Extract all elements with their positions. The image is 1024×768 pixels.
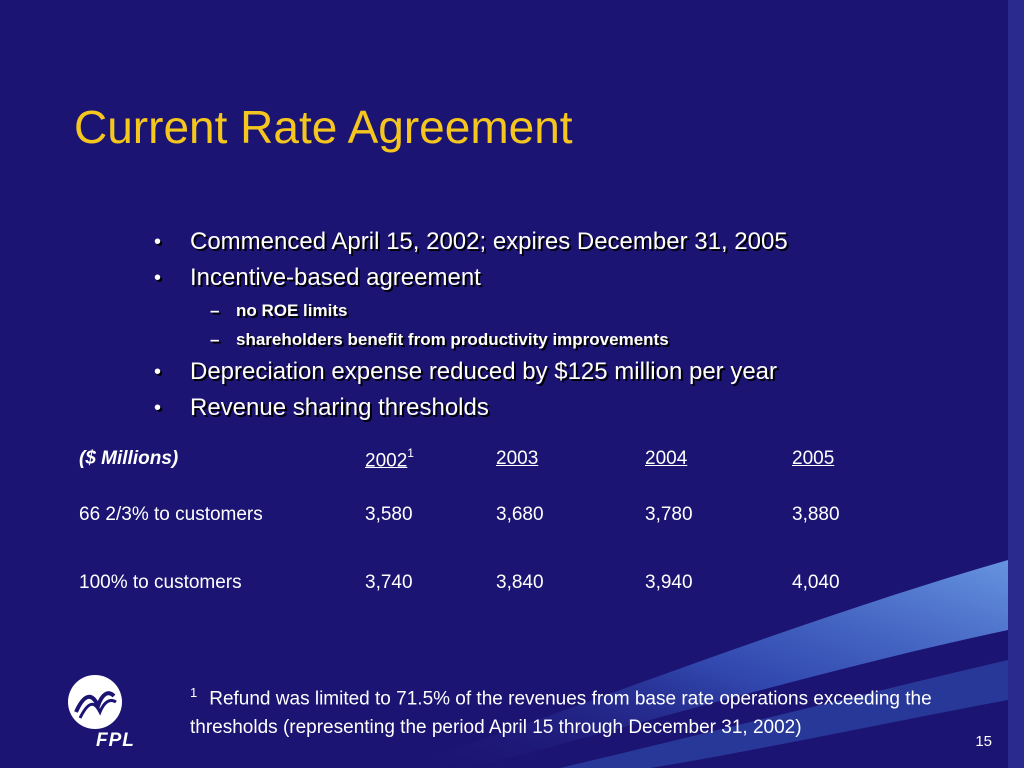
footnote: 1 Refund was limited to 71.5% of the reve… bbox=[190, 678, 950, 742]
bullet-text: Depreciation expense reduced by $125 mil… bbox=[190, 358, 778, 385]
bullet-text: Revenue sharing thresholds bbox=[190, 394, 489, 421]
table-cell: 3,880 bbox=[792, 504, 840, 525]
bullet-list: • Commenced April 15, 2002; expires Dece… bbox=[152, 224, 872, 426]
table-header-label: ($ Millions) bbox=[79, 448, 179, 469]
sub-bullet-text: shareholders benefit from productivity i… bbox=[236, 330, 669, 349]
bullet-marker: • bbox=[154, 397, 162, 419]
bullet-marker: • bbox=[154, 231, 162, 253]
table-row-label: 100% to customers bbox=[79, 572, 242, 593]
footnote-marker: 1 bbox=[190, 685, 198, 700]
footnote-ref: 1 bbox=[407, 446, 414, 460]
fpl-logo-icon bbox=[68, 675, 122, 729]
table-cell: 4,040 bbox=[792, 572, 840, 593]
table-header-year: 2003 bbox=[496, 448, 539, 469]
table-cell: 3,940 bbox=[645, 572, 693, 593]
table-cell: 3,780 bbox=[645, 504, 693, 525]
sub-bullet-text: no ROE limits bbox=[236, 301, 348, 320]
slide-title: Current Rate Agreement bbox=[74, 101, 573, 153]
footnote-text: Refund was limited to 71.5% of the reven… bbox=[190, 688, 932, 739]
table-header-year: 2004 bbox=[645, 448, 688, 469]
table-header-year: 20021 bbox=[365, 446, 414, 472]
page-number: 15 bbox=[975, 733, 992, 750]
table-cell: 3,680 bbox=[496, 504, 544, 525]
bullet-marker: • bbox=[154, 361, 162, 383]
table-row: 100% to customers 3,740 3,840 3,940 4,04… bbox=[79, 572, 879, 604]
sub-bullet-marker: – bbox=[210, 301, 220, 320]
table-header-year: 2005 bbox=[792, 448, 835, 469]
table-cell: 3,580 bbox=[365, 504, 413, 525]
bullet-item: • Commenced April 15, 2002; expires Dece… bbox=[152, 224, 872, 260]
table-cell: 3,840 bbox=[496, 572, 544, 593]
sub-bullet-marker: – bbox=[210, 330, 220, 349]
sub-bullet-item: – no ROE limits bbox=[152, 296, 872, 325]
bullet-text: Incentive-based agreement bbox=[190, 264, 481, 291]
bullet-item: • Incentive-based agreement bbox=[152, 260, 872, 296]
bullet-item: • Depreciation expense reduced by $125 m… bbox=[152, 354, 872, 390]
table-header-row: ($ Millions) 20021 2003 2004 2005 bbox=[79, 446, 879, 504]
logo-wordmark: FPL bbox=[96, 730, 135, 751]
bullet-text: Commenced April 15, 2002; expires Decemb… bbox=[190, 228, 788, 255]
table-row: 66 2/3% to customers 3,580 3,680 3,780 3… bbox=[79, 504, 879, 572]
bullet-marker: • bbox=[154, 267, 162, 289]
table-row-label: 66 2/3% to customers bbox=[79, 504, 263, 525]
rate-threshold-table: ($ Millions) 20021 2003 2004 2005 66 2/3… bbox=[79, 446, 879, 604]
bullet-item: • Revenue sharing thresholds bbox=[152, 390, 872, 426]
table-cell: 3,740 bbox=[365, 572, 413, 593]
right-edge-bar bbox=[1008, 0, 1024, 768]
sub-bullet-item: – shareholders benefit from productivity… bbox=[152, 325, 872, 354]
